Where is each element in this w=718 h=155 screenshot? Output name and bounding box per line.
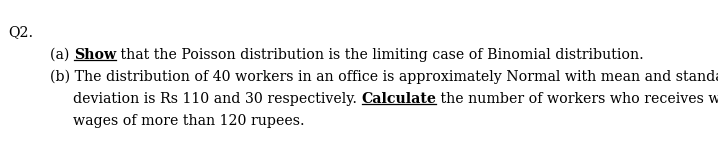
Text: (b) The distribution of 40 workers in an office is approximately Normal with mea: (b) The distribution of 40 workers in an… bbox=[50, 70, 718, 84]
Text: Show: Show bbox=[74, 48, 116, 62]
Text: deviation is Rs 110 and 30 respectively.: deviation is Rs 110 and 30 respectively. bbox=[73, 92, 361, 106]
Text: (a): (a) bbox=[50, 48, 74, 62]
Text: wages of more than 120 rupees.: wages of more than 120 rupees. bbox=[73, 114, 304, 128]
Text: Calculate: Calculate bbox=[361, 92, 437, 106]
Text: Q2.: Q2. bbox=[8, 25, 33, 39]
Text: that the Poisson distribution is the limiting case of Binomial distribution.: that the Poisson distribution is the lim… bbox=[116, 48, 644, 62]
Text: the number of workers who receives weekly: the number of workers who receives weekl… bbox=[437, 92, 718, 106]
